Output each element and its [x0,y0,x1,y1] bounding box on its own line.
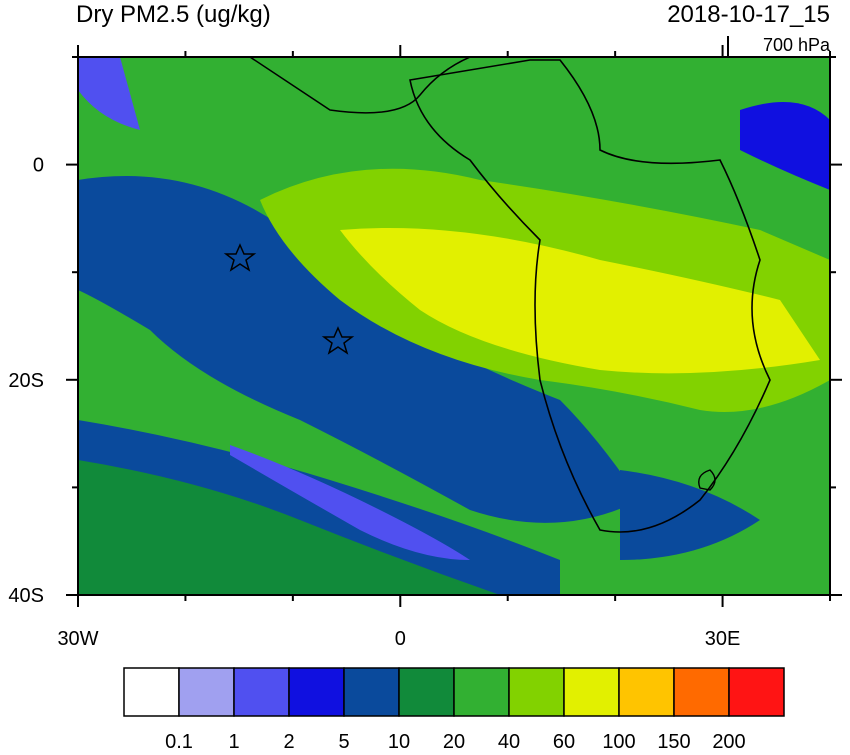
colorbar-box [453,667,510,717]
colorbar-label: 60 [553,731,575,750]
valid-time: 2018-10-17_15 [667,1,830,28]
colorbar-label: 100 [602,731,635,750]
colorbar-box [343,667,400,717]
colorbar-box [673,667,730,717]
colorbar-box [563,667,620,717]
colorbar-box [288,667,345,717]
colorbar-label: 150 [657,731,690,750]
colorbar-box [508,667,565,717]
y-tick-label: 0 [33,155,44,177]
x-tick-label: 30W [57,628,98,650]
x-tick-label: 30E [705,628,741,650]
colorbar-label: 200 [712,731,745,750]
pm25-field [78,57,830,595]
colorbar-box [233,667,290,717]
colorbar-label: 0.1 [165,731,193,750]
colorbar-box [728,667,785,717]
colorbar-label: 20 [443,731,465,750]
colorbar-box [178,667,235,717]
colorbar-label: 10 [388,731,410,750]
x-tick-label: 0 [395,628,406,650]
colorbar-box [398,667,455,717]
colorbar-box [618,667,675,717]
y-tick-label: 40S [8,585,44,607]
y-tick-label: 20S [8,370,44,392]
plot-frame [77,56,831,596]
colorbar-box [123,667,180,717]
map-title: Dry PM2.5 (ug/kg) [76,1,271,28]
colorbar-label: 40 [498,731,520,750]
pressure-level: 700 hPa [763,35,831,55]
colorbar-label: 2 [283,731,294,750]
colorbar-label: 1 [228,731,239,750]
colorbar-label: 5 [338,731,349,750]
